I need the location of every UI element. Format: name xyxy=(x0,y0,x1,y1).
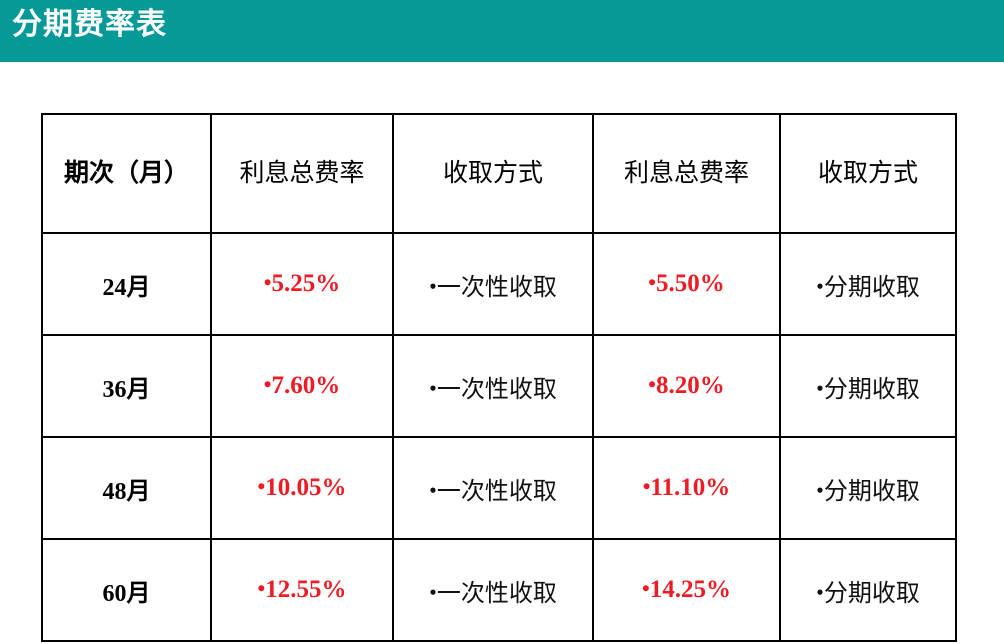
cell-rate-lump: •10.05% xyxy=(210,436,394,540)
cell-method-inst: •分期收取 xyxy=(779,232,957,336)
method-inst-text: 分期收取 xyxy=(823,580,920,607)
term-value: 24月 xyxy=(102,274,151,301)
method-lump-text: 一次性收取 xyxy=(436,376,557,403)
bullet-icon: • xyxy=(816,578,824,604)
rate-inst-value: •11.10% xyxy=(643,474,731,502)
header-label-term: 期次（月） xyxy=(63,159,189,187)
bullet-icon: • xyxy=(429,578,437,604)
rate-lump-value: •10.05% xyxy=(258,474,347,502)
rate-inst-value: •8.20% xyxy=(648,372,724,400)
bullet-icon: • xyxy=(263,371,272,397)
term-value: 60月 xyxy=(102,580,151,607)
header-label-method-lump: 收取方式 xyxy=(442,159,543,187)
header-label-rate-inst: 利息总费率 xyxy=(623,159,749,187)
bullet-icon: • xyxy=(429,476,437,502)
header-cell-method-lump: 收取方式 xyxy=(392,113,594,234)
header-cell-term: 期次（月） xyxy=(41,113,212,234)
cell-term: 24月 xyxy=(41,232,212,336)
rate-inst-value: •14.25% xyxy=(642,576,731,604)
method-lump-text: 一次性收取 xyxy=(436,274,557,301)
bullet-icon: • xyxy=(648,269,656,295)
cell-method-inst: •分期收取 xyxy=(779,538,957,642)
bullet-icon: • xyxy=(263,269,272,295)
bullet-icon: • xyxy=(816,374,824,400)
rate-lump-text: 5.25% xyxy=(271,270,341,297)
rate-lump-text: 12.55% xyxy=(265,576,347,603)
rate-lump-text: 7.60% xyxy=(271,372,341,399)
rate-lump-value: •12.55% xyxy=(258,576,347,604)
bullet-icon: • xyxy=(816,272,824,298)
cell-rate-inst: •11.10% xyxy=(592,436,781,540)
table-row: 48月 •10.05% •一次性收取 •11.10% •分期收取 xyxy=(41,436,957,540)
rate-lump-value: •5.25% xyxy=(264,270,340,298)
method-lump-value: •一次性收取 xyxy=(429,369,557,404)
cell-method-lump: •一次性收取 xyxy=(392,538,594,642)
installment-rate-table: 期次（月） 利息总费率 收取方式 利息总费率 收取方式 24月 xyxy=(41,113,957,642)
bullet-icon: • xyxy=(257,473,266,499)
rate-inst-text: 8.20% xyxy=(655,372,725,399)
bullet-icon: • xyxy=(642,575,650,601)
method-lump-value: •一次性收取 xyxy=(429,573,557,608)
cell-rate-lump: •7.60% xyxy=(210,334,394,438)
bullet-icon: • xyxy=(257,575,266,601)
method-inst-text: 分期收取 xyxy=(823,274,920,301)
bullet-icon: • xyxy=(429,272,437,298)
term-value: 36月 xyxy=(102,376,151,403)
table-body: 期次（月） 利息总费率 收取方式 利息总费率 收取方式 24月 xyxy=(41,113,957,642)
cell-term: 48月 xyxy=(41,436,212,540)
cell-method-inst: •分期收取 xyxy=(779,334,957,438)
header-label-rate-lump: 利息总费率 xyxy=(239,159,365,187)
title-banner: 分期费率表 xyxy=(0,0,1004,62)
bullet-icon: • xyxy=(648,371,656,397)
method-inst-value: •分期收取 xyxy=(816,267,920,302)
bullet-icon: • xyxy=(642,473,651,499)
cell-rate-inst: •14.25% xyxy=(592,538,781,642)
rate-table-container: 期次（月） 利息总费率 收取方式 利息总费率 收取方式 24月 xyxy=(41,113,957,642)
cell-method-inst: •分期收取 xyxy=(779,436,957,540)
cell-rate-inst: •8.20% xyxy=(592,334,781,438)
cell-rate-inst: •5.50% xyxy=(592,232,781,336)
cell-method-lump: •一次性收取 xyxy=(392,232,594,336)
cell-term: 60月 xyxy=(41,538,212,642)
cell-method-lump: •一次性收取 xyxy=(392,334,594,438)
rate-lump-text: 10.05% xyxy=(265,474,347,501)
rate-inst-text: 5.50% xyxy=(655,270,725,297)
cell-method-lump: •一次性收取 xyxy=(392,436,594,540)
method-inst-value: •分期收取 xyxy=(816,471,920,506)
method-lump-text: 一次性收取 xyxy=(436,580,557,607)
method-lump-text: 一次性收取 xyxy=(436,478,557,505)
header-cell-rate-lump: 利息总费率 xyxy=(210,113,394,234)
table-row: 36月 •7.60% •一次性收取 •8.20% •分期收取 xyxy=(41,334,957,438)
table-header-row: 期次（月） 利息总费率 收取方式 利息总费率 收取方式 xyxy=(41,113,957,234)
cell-rate-lump: •12.55% xyxy=(210,538,394,642)
cell-term: 36月 xyxy=(41,334,212,438)
method-lump-value: •一次性收取 xyxy=(429,471,557,506)
rate-inst-text: 14.25% xyxy=(649,576,731,603)
page-title: 分期费率表 xyxy=(12,8,167,41)
table-row: 24月 •5.25% •一次性收取 •5.50% •分期收取 xyxy=(41,232,957,336)
cell-rate-lump: •5.25% xyxy=(210,232,394,336)
term-value: 48月 xyxy=(102,478,151,505)
method-inst-value: •分期收取 xyxy=(816,573,920,608)
method-lump-value: •一次性收取 xyxy=(429,267,557,302)
header-cell-method-inst: 收取方式 xyxy=(779,113,957,234)
table-row: 60月 •12.55% •一次性收取 •14.25% •分期收取 xyxy=(41,538,957,642)
method-inst-value: •分期收取 xyxy=(816,369,920,404)
rate-inst-text: 11.10% xyxy=(650,474,731,501)
method-inst-text: 分期收取 xyxy=(823,376,920,403)
method-inst-text: 分期收取 xyxy=(823,478,920,505)
rate-lump-value: •7.60% xyxy=(264,372,340,400)
bullet-icon: • xyxy=(429,374,437,400)
rate-inst-value: •5.50% xyxy=(648,270,724,298)
header-label-method-inst: 收取方式 xyxy=(817,159,918,187)
bullet-icon: • xyxy=(816,476,824,502)
header-cell-rate-inst: 利息总费率 xyxy=(592,113,781,234)
